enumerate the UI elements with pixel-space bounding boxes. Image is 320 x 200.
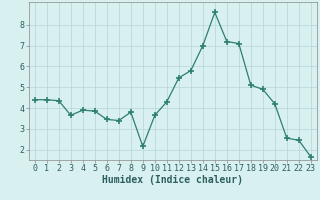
X-axis label: Humidex (Indice chaleur): Humidex (Indice chaleur): [102, 175, 243, 185]
